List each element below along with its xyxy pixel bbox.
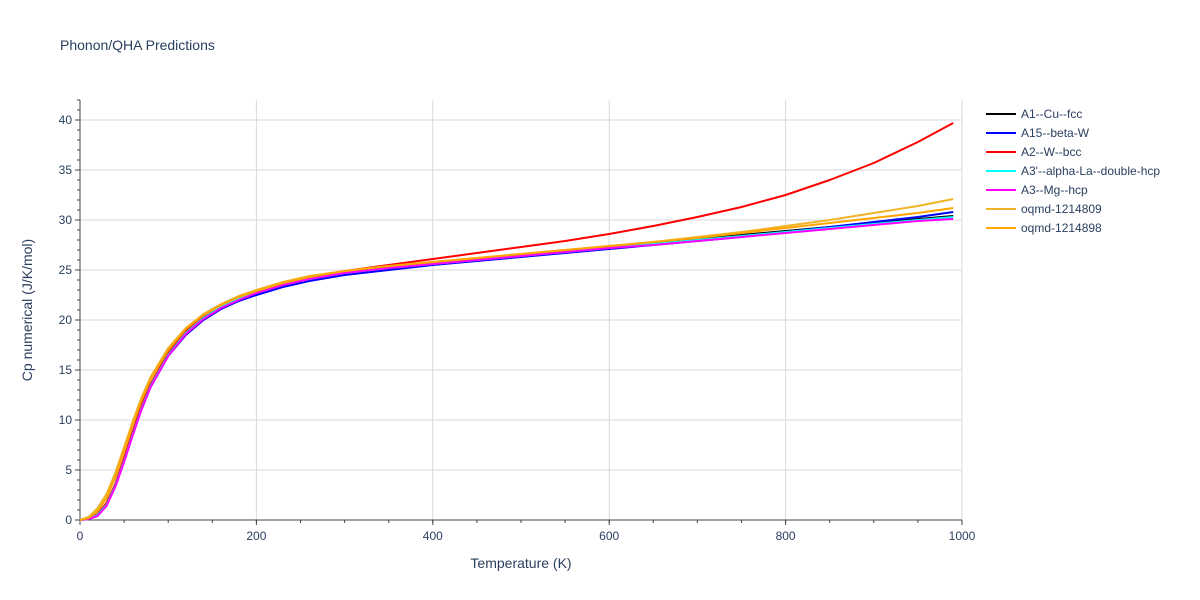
y-tick-label: 10	[59, 413, 73, 427]
plot-area	[79, 122, 954, 521]
y-tick-label: 20	[59, 313, 73, 327]
legend-item[interactable]: oqmd-1214809	[986, 202, 1102, 216]
legend[interactable]: A1--Cu--fcc A15--beta-W A2--W--bcc A3'--alp…	[986, 107, 1160, 235]
x-tick-label: 800	[776, 529, 796, 543]
series-line-a2-w-bcc	[79, 122, 954, 521]
y-tick-label: 35	[59, 163, 73, 177]
series-line-oqmd-1214898	[79, 207, 954, 521]
axes: 0 200 400 600 800 1000 0 5 10 15 20 25 30 35 40	[59, 99, 976, 543]
y-tick-label: 0	[65, 513, 72, 527]
legend-label: A3--Mg--hcp	[1021, 183, 1088, 197]
y-tick-label: 15	[59, 363, 73, 377]
legend-item[interactable]: oqmd-1214898	[986, 221, 1102, 235]
x-tick-label: 200	[246, 529, 266, 543]
series-line-a3-mg-hcp	[79, 218, 954, 521]
legend-label: A2--W--bcc	[1021, 145, 1081, 159]
legend-item[interactable]: A3--Mg--hcp	[986, 183, 1088, 197]
legend-item[interactable]: A3'--alpha-La--double-hcp	[986, 164, 1160, 178]
y-tick-label: 40	[59, 113, 73, 127]
x-tick-label: 400	[423, 529, 443, 543]
grid	[80, 100, 963, 520]
series-line-a15-beta-w	[79, 211, 954, 521]
y-tick-label: 30	[59, 213, 73, 227]
x-tick-label: 600	[599, 529, 619, 543]
series-line-a3-alpha-la-double-hcp	[79, 216, 954, 521]
legend-item[interactable]: A2--W--bcc	[986, 145, 1081, 159]
legend-item[interactable]: A15--beta-W	[986, 126, 1090, 140]
y-tick-label: 5	[65, 463, 72, 477]
legend-label: A15--beta-W	[1021, 126, 1090, 140]
y-tick-label: 25	[59, 263, 73, 277]
legend-label: A1--Cu--fcc	[1021, 107, 1082, 121]
chart-title: Phonon/QHA Predictions	[60, 37, 215, 53]
legend-label: oqmd-1214898	[1021, 221, 1102, 235]
x-axis-title: Temperature (K)	[470, 555, 571, 571]
legend-item[interactable]: A1--Cu--fcc	[986, 107, 1082, 121]
y-axis-title: Cp numerical (J/K/mol)	[19, 239, 35, 381]
series-line-a1-cu-fcc	[79, 215, 954, 521]
legend-label: oqmd-1214809	[1021, 202, 1102, 216]
x-tick-label: 0	[77, 529, 84, 543]
legend-label: A3'--alpha-La--double-hcp	[1021, 164, 1160, 178]
x-tick-label: 1000	[949, 529, 976, 543]
